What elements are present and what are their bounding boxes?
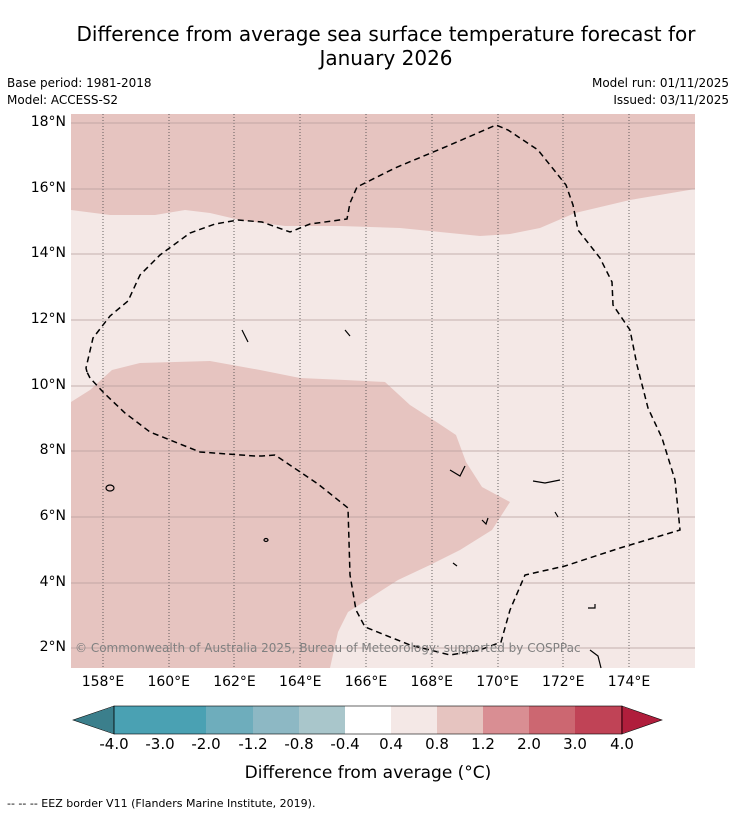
longitude-label: 164°E: [278, 674, 322, 690]
latitude-label: 10°N: [30, 376, 66, 393]
model-run: Model run: 01/11/2025: [591, 76, 729, 90]
colorbar-tick-label: 3.0: [563, 735, 587, 753]
anomaly-region-south-east: [600, 623, 695, 668]
colorbar-tick-label: -4.0: [99, 735, 129, 753]
latitude-label: 14°N: [30, 245, 66, 262]
colorbar-tick-label: 4.0: [610, 735, 634, 753]
longitude-label: 172°E: [541, 674, 585, 690]
colorbar-outline-high: [621, 705, 663, 735]
latitude-gridlines: [71, 122, 695, 649]
meta-left: Base period: 1981-2018 Model: ACCESS-S2: [7, 75, 152, 109]
longitude-label: 174°E: [607, 674, 651, 690]
colorbar-title: Difference from average (°C): [244, 763, 492, 783]
colorbar-segment: [529, 706, 576, 734]
colorbar: [72, 705, 663, 735]
colorbar-tick-label: -2.0: [191, 735, 221, 753]
colorbar-tick-label: -1.2: [238, 735, 268, 753]
latitude-label: 8°N: [39, 442, 66, 459]
colorbar-extend-high: [621, 706, 662, 734]
map-plot-area: [71, 114, 695, 669]
latitude-label: 2°N: [39, 639, 66, 656]
latitude-label: 16°N: [30, 179, 66, 196]
chart-title-line-1: Difference from average sea surface temp…: [76, 22, 696, 46]
colorbar-tick-label: 2.0: [517, 735, 541, 753]
colorbar-tick-label: -3.0: [145, 735, 175, 753]
eez-footnote: -- -- -- EEZ border V11 (Flanders Marine…: [7, 797, 316, 810]
colorbar-tick-label: 1.2: [471, 735, 495, 753]
colorbar-segment: [391, 706, 438, 734]
colorbar-segment: [483, 706, 530, 734]
meta-right: Model run: 01/11/2025 Issued: 03/11/2025: [592, 75, 729, 109]
model-name: Model: ACCESS-S2: [7, 93, 119, 107]
eez-border: [85, 124, 681, 656]
colorbar-segment: [345, 706, 391, 734]
copyright-notice: © Commonwealth of Australia 2025, Bureau…: [75, 641, 581, 655]
latitude-label: 4°N: [39, 573, 66, 590]
chart-title-line-2: January 2026: [319, 46, 453, 70]
anomaly-region-north: [71, 114, 695, 236]
colorbar-extend-low: [73, 706, 115, 734]
longitude-label: 166°E: [344, 674, 388, 690]
issued-date: Issued: 03/11/2025: [613, 93, 729, 107]
colorbar-outline-low: [72, 705, 115, 735]
base-period: Base period: 1981-2018: [7, 76, 152, 90]
chart-title: Difference from average sea surface temp…: [0, 22, 736, 70]
longitude-label: 160°E: [147, 674, 191, 690]
colorbar-segment: [114, 706, 207, 734]
latitude-label: 6°N: [39, 507, 66, 524]
latitude-label: 18°N: [30, 114, 66, 130]
islands: [105, 329, 602, 669]
colorbar-tick-label: 0.4: [379, 735, 403, 753]
colorbar-tick-label: 0.8: [425, 735, 449, 753]
longitude-label: 170°E: [476, 674, 519, 690]
latitude-label: 12°N: [30, 310, 66, 327]
longitude-label: 168°E: [410, 674, 454, 690]
colorbar-segment: [299, 706, 346, 734]
colorbar-segment: [253, 706, 300, 734]
anomaly-region-south-west: [71, 361, 510, 668]
colorbar-segment: [437, 706, 484, 734]
colorbar-tick-label: -0.8: [284, 735, 314, 753]
colorbar-segment: [575, 706, 622, 734]
colorbar-segment: [206, 706, 254, 734]
colorbar-tick-label: -0.4: [330, 735, 360, 753]
longitude-label: 158°E: [81, 674, 125, 690]
longitude-label: 162°E: [213, 674, 256, 690]
